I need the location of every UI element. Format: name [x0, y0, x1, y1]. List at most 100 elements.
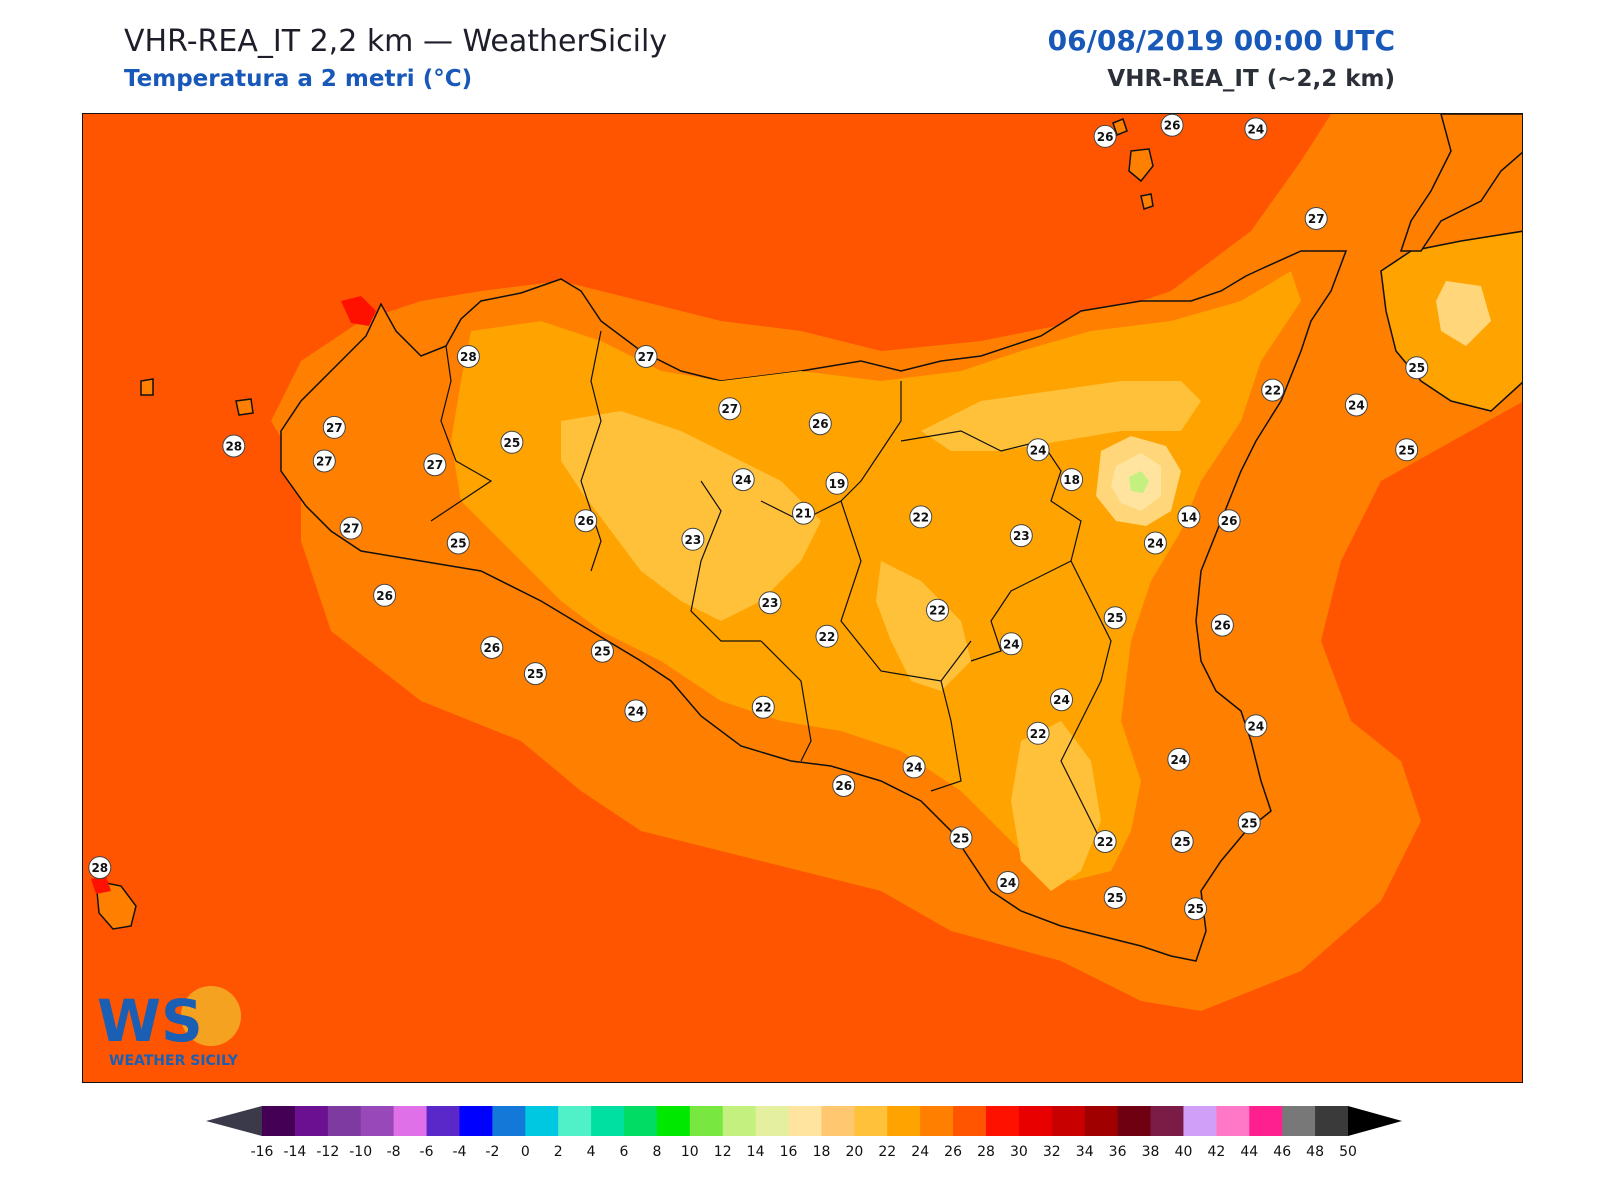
zone-20-22-south [1011, 721, 1101, 891]
station-circle [792, 501, 815, 525]
station-value: 27 [326, 421, 343, 435]
station-value: 24 [628, 704, 645, 718]
station-circle [1103, 606, 1127, 630]
station-value: 25 [1187, 902, 1204, 916]
vulcano-island [1140, 193, 1154, 210]
colorbar-swatch [887, 1106, 921, 1136]
calabria-cool-spot [1436, 281, 1491, 346]
colorbar-tick-label: 20 [845, 1144, 863, 1160]
station-marker: 21 [792, 501, 815, 525]
station-circle [456, 345, 480, 368]
station-value: 22 [1097, 835, 1114, 849]
station-value: 25 [1174, 835, 1191, 849]
station-marker: 22 [1093, 830, 1117, 853]
station-marker: 22 [909, 505, 933, 529]
marettimo-island [140, 378, 154, 396]
colorbar-swatch [986, 1106, 1020, 1136]
colorbar-tick-label: 6 [620, 1144, 629, 1160]
station-marker: 26 [1217, 509, 1241, 533]
station-circle [1050, 688, 1073, 712]
station-value: 24 [1000, 876, 1017, 890]
station-value: 24 [1003, 637, 1020, 651]
station-value: 25 [1408, 361, 1425, 375]
station-marker: 25 [500, 430, 524, 454]
logo-letters: WS [97, 987, 203, 1055]
temperature-map: 26 26 24 27 28 27 27 26 24 22 24 25 25 28 27 27 27 25 24 19… [82, 113, 1523, 1083]
station-marker: 26 [1210, 613, 1234, 637]
colorbar-swatch [689, 1106, 724, 1136]
station-marker: 27 [718, 397, 742, 421]
station-circle [574, 509, 598, 533]
colorbar-tick-label: 22 [878, 1144, 896, 1160]
station-circle [1093, 124, 1117, 148]
colorbar-swatch [459, 1106, 493, 1136]
station-circle [1184, 897, 1208, 921]
colorbar-tick-label: 38 [1142, 1144, 1160, 1160]
station-marker: 27 [1304, 207, 1328, 230]
station-marker: 22 [926, 598, 949, 622]
station-value: 18 [1063, 473, 1080, 487]
station-value: 27 [721, 402, 738, 416]
colorbar-tick-label: 36 [1109, 1144, 1127, 1160]
station-value: 24 [1348, 399, 1365, 413]
station-value: 26 [577, 514, 594, 528]
colorbar-tick-label: 30 [1010, 1144, 1028, 1160]
station-marker: 25 [1170, 830, 1194, 853]
station-circle [815, 624, 839, 648]
colorbar-swatch [1249, 1106, 1283, 1136]
station-value: 24 [735, 473, 752, 487]
station-value: 24 [1053, 693, 1070, 707]
colorbar-tick-label: 42 [1207, 1144, 1225, 1160]
hot-spot-palermo [341, 296, 376, 326]
station-value: 22 [1030, 727, 1047, 741]
station-circle [825, 471, 849, 495]
colorbar-swatch [920, 1106, 954, 1136]
station-marker: 27 [312, 449, 336, 473]
colorbar-tick-label: 26 [944, 1144, 962, 1160]
station-marker: 25 [1184, 897, 1208, 921]
station-circle [996, 871, 1020, 894]
station-circle [1103, 886, 1127, 909]
station-value: 26 [1097, 130, 1114, 144]
colorbar-swatch [722, 1106, 757, 1136]
station-marker: 18 [1060, 468, 1084, 492]
station-marker: 26 [1160, 114, 1184, 137]
colorbar-tick-label: 32 [1043, 1144, 1061, 1160]
station-circle [1244, 117, 1268, 141]
station-value: 24 [906, 760, 923, 774]
station-marker: 24 [1344, 393, 1368, 417]
colorbar-tick-label: 16 [780, 1144, 798, 1160]
station-circle [523, 662, 547, 686]
colorbar-swatch [525, 1106, 559, 1136]
model-name: VHR-REA_IT (~2,2 km) [1107, 66, 1395, 92]
station-circle [1009, 524, 1033, 548]
colorbar-min-extend [206, 1106, 262, 1136]
station-circle [681, 527, 705, 551]
station-value: 28 [225, 440, 242, 454]
station-value: 22 [912, 510, 929, 524]
station-circle [1060, 468, 1084, 492]
station-value: 22 [1264, 384, 1281, 398]
station-circle [1160, 114, 1184, 137]
station-marker: 24 [1143, 531, 1167, 555]
station-circle [902, 755, 926, 779]
station-marker: 14 [1177, 505, 1201, 529]
station-circle [832, 774, 856, 797]
colorbar-tick-label: 24 [911, 1144, 929, 1160]
zone-20-22-west [561, 411, 821, 621]
station-circle [751, 695, 775, 719]
station-marker: 22 [751, 695, 775, 719]
colorbar-swatch [426, 1106, 460, 1136]
colorbar-tick-label: 4 [587, 1144, 596, 1160]
station-circle [1093, 830, 1117, 853]
colorbar-swatch [1018, 1106, 1053, 1136]
station-marker: 25 [1405, 356, 1429, 380]
station-value: 26 [1214, 619, 1231, 633]
colorbar-tick-label: -6 [420, 1144, 434, 1160]
station-marker: 27 [423, 453, 447, 477]
station-value: 26 [835, 779, 852, 793]
colorbar-tick-label: -4 [453, 1144, 467, 1160]
station-value: 27 [1308, 212, 1325, 226]
station-circle [1026, 438, 1050, 462]
colorbar-swatch [821, 1106, 855, 1136]
